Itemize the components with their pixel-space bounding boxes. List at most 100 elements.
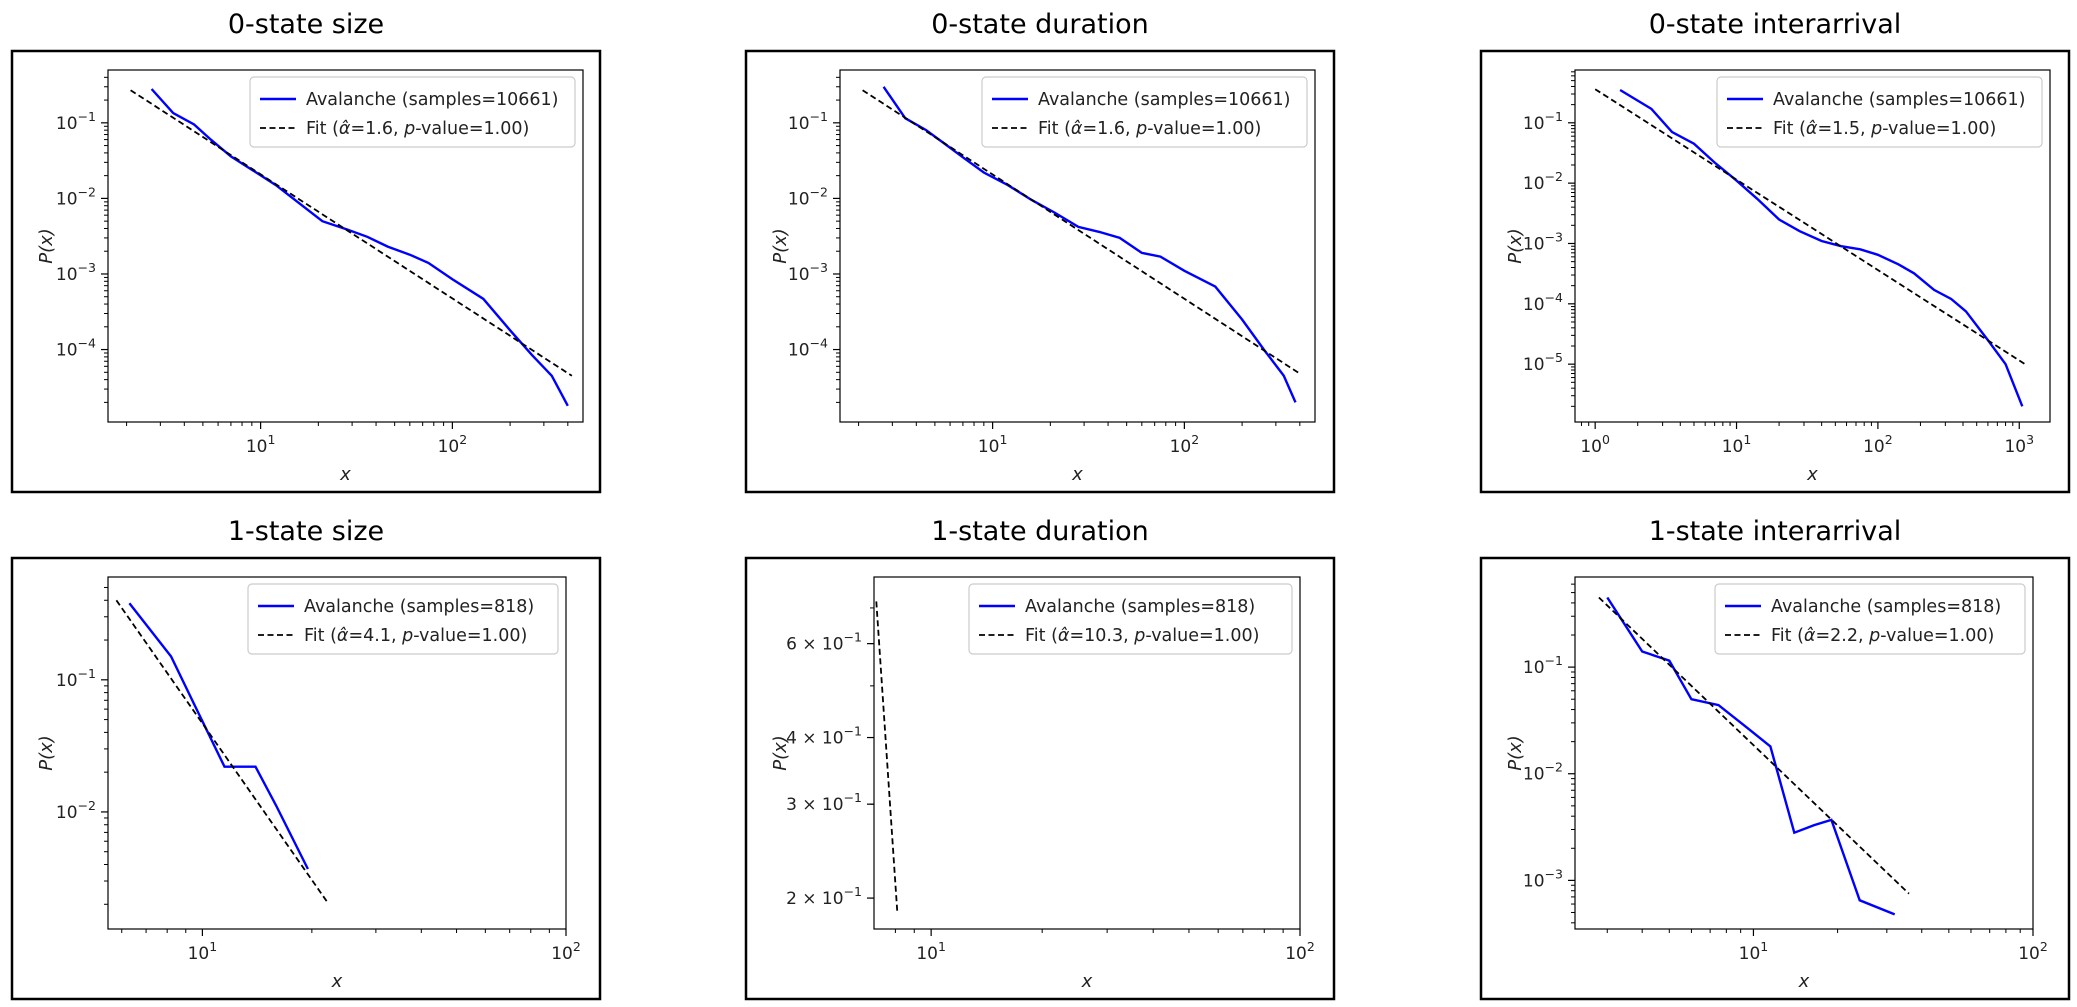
y-axis-label: P(x) [36, 735, 57, 771]
y-tick-label: 10−5 [1523, 350, 1563, 375]
fit-line [130, 89, 573, 377]
chart-panel-4: 1-state size 101 102 10−2 10−1 x P(x) Avalanche… [10, 516, 602, 1001]
x-tick-label: 100 [1580, 432, 1610, 457]
chart-title: 0-state duration [931, 9, 1149, 40]
y-tick-label: 10−4 [788, 336, 828, 361]
y-tick-label: 10−1 [788, 109, 828, 134]
fit-line [862, 89, 1301, 375]
x-tick-label: 102 [438, 432, 468, 457]
fit-line [1598, 596, 1910, 895]
chart-title: 1-state duration [931, 516, 1149, 547]
panel-frame [10, 49, 602, 494]
chart-title: 0-state interarrival [1649, 9, 1902, 40]
x-tick-label: 101 [978, 432, 1008, 457]
y-tick-label: 10−1 [56, 109, 96, 134]
chart-panel-5: 1-state duration 101 102 2 × 10−1 3 × 10−1 4 … [744, 516, 1336, 1001]
legend-box [981, 76, 1308, 148]
legend-box [249, 76, 576, 148]
legend: Avalanche (samples=10661) Fit (α̂=1.5, p-… [1716, 76, 2043, 148]
panel-frame [744, 556, 1336, 1001]
chart-panel-6: 1-state interarrival 101 102 10−3 10−2 10−1 x P… [1479, 516, 2071, 1001]
y-tick-label: 2 × 10−1 [786, 884, 862, 909]
legend-label: Avalanche (samples=10661) [1038, 90, 1290, 110]
x-tick-label: 101 [916, 939, 946, 964]
y-tick-label: 10−2 [56, 798, 96, 823]
x-tick-label: 102 [551, 939, 581, 964]
chart-panel-1: 0-state size 101 102 10−4 10−3 10−2 10−1 x P(x) A… [10, 9, 602, 494]
y-tick-label: 4 × 10−1 [786, 724, 862, 749]
x-tick-label: 101 [1739, 939, 1769, 964]
y-tick-label: 3 × 10−1 [786, 790, 862, 815]
avalanche-line [1606, 596, 1896, 916]
fit-line [115, 599, 328, 903]
panel-frame [744, 49, 1336, 494]
avalanche-line [128, 602, 309, 870]
legend-label: Fit (α̂=1.6, p-value=1.00) [306, 119, 529, 139]
legend: Avalanche (samples=10661) Fit (α̂=1.6, p-… [249, 76, 576, 148]
chart-title: 1-state size [228, 516, 384, 547]
x-tick-label: 101 [188, 939, 218, 964]
x-tick-label: 102 [1863, 432, 1893, 457]
y-tick-label: 10−3 [788, 260, 828, 285]
y-tick-label: 10−2 [788, 184, 828, 209]
legend: Avalanche (samples=818) Fit (α̂=2.2, p-va… [1714, 583, 2026, 655]
legend-label: Avalanche (samples=818) [304, 597, 534, 617]
chart-panel-2: 0-state duration 101 102 10−4 10−3 10−2 10−1 x P… [744, 9, 1336, 494]
legend-label: Avalanche (samples=10661) [1773, 90, 2025, 110]
x-tick-label: 102 [1285, 939, 1315, 964]
y-tick-label: 10−3 [56, 260, 96, 285]
legend-box [1716, 76, 2043, 148]
y-tick-label: 10−1 [56, 666, 96, 691]
x-axis-label: x [1798, 971, 1810, 992]
x-tick-label: 101 [246, 432, 276, 457]
y-tick-label: 10−2 [56, 184, 96, 209]
y-tick-label: 10−3 [1523, 866, 1563, 891]
avalanche-line [150, 88, 569, 407]
x-axis-label: x [1081, 971, 1093, 992]
legend-box [1714, 583, 2026, 655]
y-tick-label: 10−1 [1523, 653, 1563, 678]
legend: Avalanche (samples=10661) Fit (α̂=1.6, p-… [981, 76, 1308, 148]
panel-frame [1479, 49, 2071, 494]
x-axis-label: x [1806, 464, 1818, 485]
x-tick-label: 103 [2004, 432, 2034, 457]
legend-box [968, 583, 1293, 655]
legend-label: Fit (α̂=4.1, p-value=1.00) [304, 626, 527, 646]
y-tick-label: 10−1 [1523, 109, 1563, 134]
y-axis-label: P(x) [770, 735, 791, 771]
y-axis-label: P(x) [1505, 735, 1526, 771]
chart-title: 0-state size [228, 9, 384, 40]
x-tick-label: 102 [2018, 939, 2048, 964]
panel-frame [1479, 556, 2071, 1001]
legend: Avalanche (samples=818) Fit (α̂=4.1, p-va… [247, 583, 559, 655]
legend-label: Fit (α̂=1.6, p-value=1.00) [1038, 119, 1261, 139]
legend-label: Fit (α̂=10.3, p-value=1.00) [1025, 626, 1259, 646]
y-tick-label: 10−4 [1523, 290, 1563, 315]
legend-label: Avalanche (samples=818) [1771, 597, 2001, 617]
y-tick-label: 10−3 [1523, 229, 1563, 254]
x-tick-label: 101 [1722, 432, 1752, 457]
y-tick-label: 10−2 [1523, 760, 1563, 785]
y-axis-label: P(x) [36, 228, 57, 264]
x-axis-label: x [339, 464, 351, 485]
y-axis-label: P(x) [770, 228, 791, 264]
panel-frame [10, 556, 602, 1001]
x-tick-label: 102 [1170, 432, 1200, 457]
chart-panel-3: 0-state interarrival 100 101 102 103 10−5 10−4… [1479, 9, 2071, 494]
x-axis-label: x [331, 971, 343, 992]
legend-box [247, 583, 559, 655]
legend-label: Avalanche (samples=818) [1025, 597, 1255, 617]
legend-label: Fit (α̂=1.5, p-value=1.00) [1773, 119, 1996, 139]
y-tick-label: 6 × 10−1 [786, 630, 862, 655]
legend-label: Fit (α̂=2.2, p-value=1.00) [1771, 626, 1994, 646]
avalanche-line [1619, 88, 2024, 407]
legend-label: Avalanche (samples=10661) [306, 90, 558, 110]
chart-title: 1-state interarrival [1649, 516, 1902, 547]
legend: Avalanche (samples=818) Fit (α̂=10.3, p-v… [968, 583, 1293, 655]
y-axis-label: P(x) [1505, 228, 1526, 264]
y-tick-label: 10−4 [56, 336, 96, 361]
fit-line [875, 601, 899, 914]
y-tick-label: 10−2 [1523, 169, 1563, 194]
x-axis-label: x [1071, 464, 1083, 485]
